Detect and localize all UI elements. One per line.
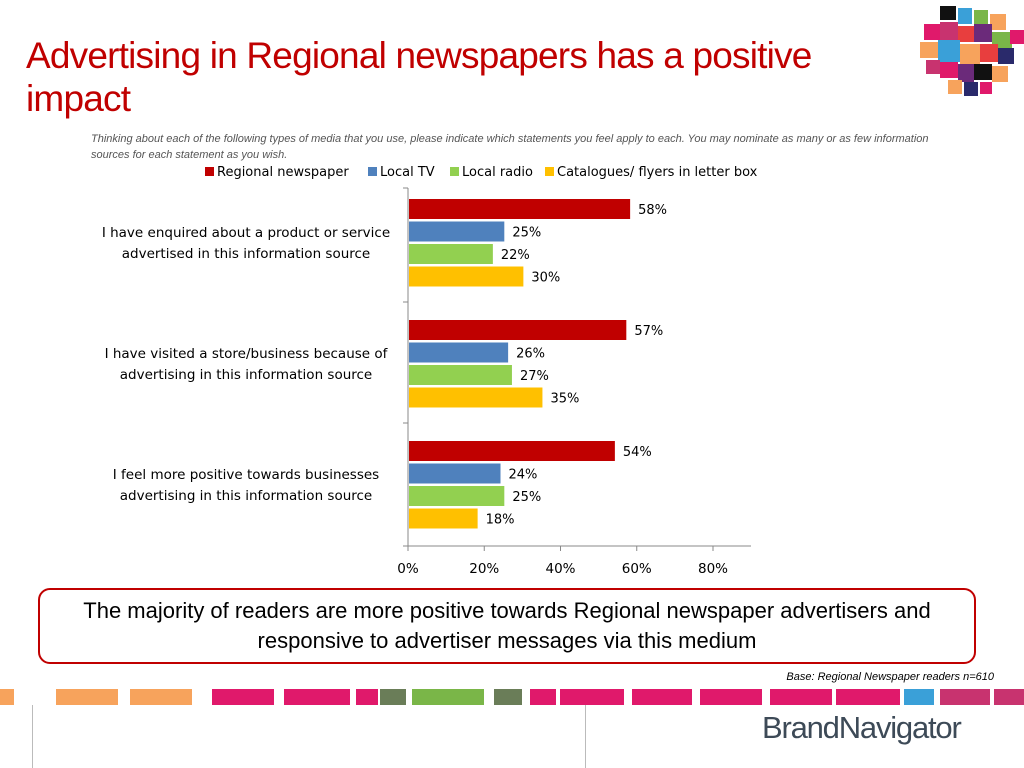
data-label: 54% (623, 445, 652, 460)
mosaic-logo-icon (920, 6, 1024, 96)
stripe-segment (284, 689, 350, 705)
stripe-segment (770, 689, 832, 705)
bar (409, 199, 631, 219)
bar (409, 320, 627, 340)
stripe-segment (494, 689, 522, 705)
question-text: Thinking about each of the following typ… (91, 133, 929, 161)
stripe-segment (412, 689, 484, 705)
stripe-segment (994, 689, 1024, 705)
category-label: I have enquired about a product or servi… (102, 225, 390, 241)
category-label: advertising in this information source (120, 367, 373, 383)
bar (409, 266, 524, 287)
bar (409, 441, 615, 461)
legend-label: Catalogues/ flyers in letter box (557, 165, 758, 180)
x-tick-label: 40% (545, 561, 575, 577)
bar (409, 221, 505, 242)
legend-swatch (450, 167, 459, 176)
data-label: 25% (512, 490, 541, 505)
data-label: 25% (512, 226, 541, 241)
data-label: 26% (516, 347, 545, 362)
stripe-segment (0, 689, 14, 705)
x-tick-label: 60% (622, 561, 652, 577)
legend-label: Local radio (462, 165, 533, 180)
data-label: 18% (486, 513, 515, 528)
data-label: 30% (531, 271, 560, 286)
footer-divider (32, 705, 33, 768)
base-note: Base: Regional Newspaper readers n=610 (786, 671, 994, 683)
stripe-segment (530, 689, 556, 705)
legend-label: Local TV (380, 165, 435, 180)
slide-title: Advertising in Regional newspapers has a… (26, 35, 812, 119)
summary-callout: The majority of readers are more positiv… (38, 588, 976, 664)
category-label: advertising in this information source (120, 488, 373, 504)
stripe-segment (836, 689, 900, 705)
bar (409, 463, 501, 484)
bar (409, 486, 505, 506)
footer-divider (585, 705, 586, 768)
bar (409, 365, 512, 385)
stripe-segment (56, 689, 118, 705)
stripe-segment (356, 689, 378, 705)
x-tick-label: 80% (698, 561, 728, 577)
data-label: 58% (638, 203, 667, 218)
category-label: advertised in this information source (122, 246, 371, 262)
data-label: 27% (520, 369, 549, 384)
category-label: I feel more positive towards businesses (113, 467, 379, 483)
x-tick-label: 0% (397, 561, 419, 577)
stripe-segment (380, 689, 406, 705)
category-label: I have visited a store/business because … (105, 346, 389, 362)
legend-label: Regional newspaper (217, 165, 349, 180)
data-label: 35% (550, 392, 579, 407)
stripe-segment (904, 689, 934, 705)
stripe-segment (940, 689, 990, 705)
data-label: 22% (501, 248, 530, 263)
bar (409, 387, 543, 408)
stripe-segment (632, 689, 692, 705)
stripe-segment (212, 689, 274, 705)
stripe-segment (700, 689, 762, 705)
bar (409, 342, 509, 363)
stripe-segment (130, 689, 192, 705)
data-label: 24% (509, 468, 538, 483)
bar-chart: Regional newspaper Local TV Local radio Cat… (102, 165, 758, 599)
brand-logo: BrandNavigator (762, 710, 962, 745)
legend-swatch (545, 167, 554, 176)
legend-swatch (368, 167, 377, 176)
bar (409, 244, 493, 264)
x-tick-label: 20% (469, 561, 499, 577)
data-label: 57% (634, 324, 663, 339)
stripe-segment (560, 689, 624, 705)
legend-swatch (205, 167, 214, 176)
footer-stripe (0, 689, 1024, 705)
bar (409, 508, 478, 529)
